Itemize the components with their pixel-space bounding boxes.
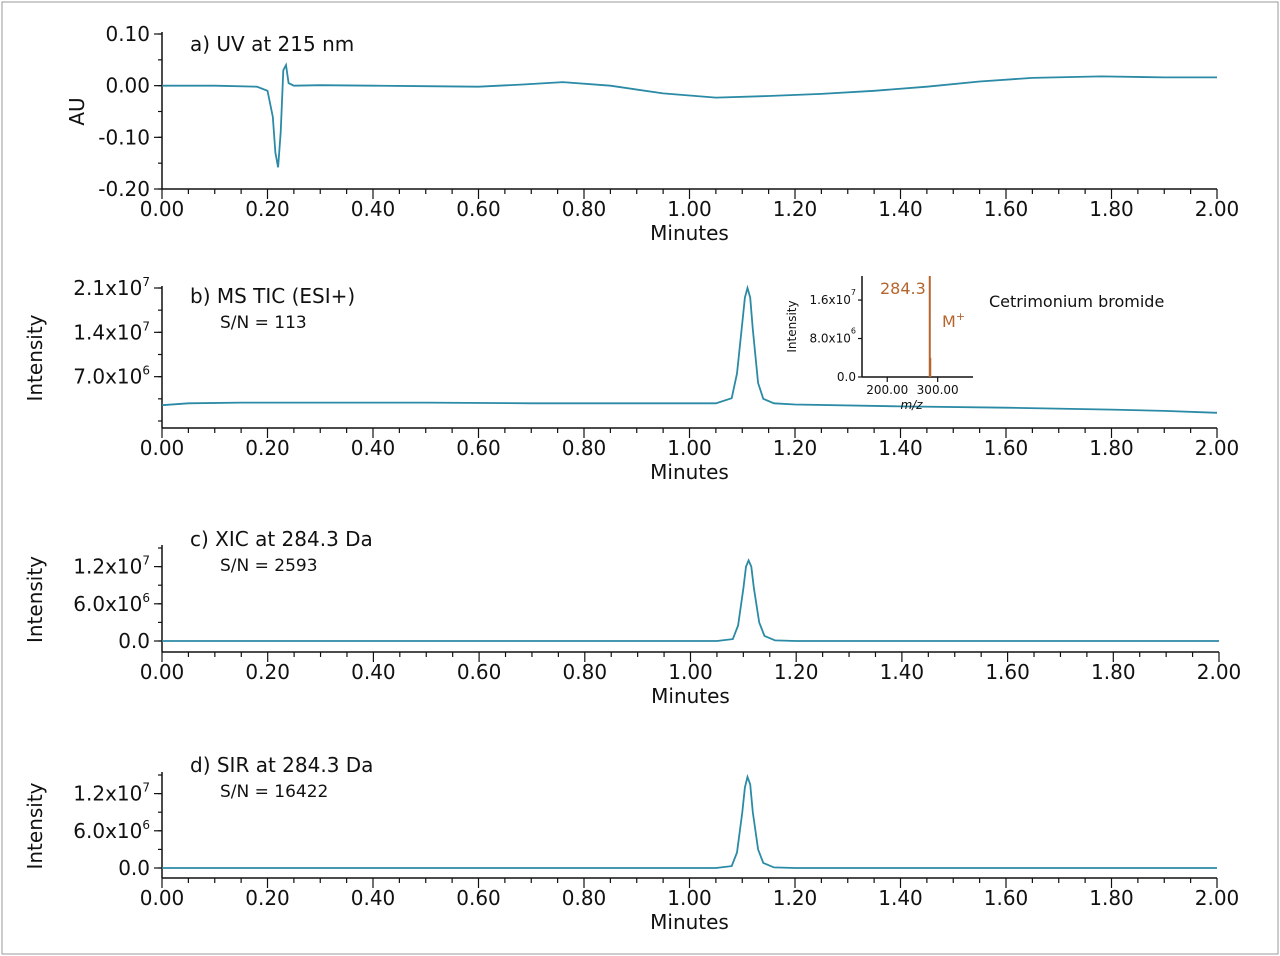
x-tick-label: 0.80 — [562, 886, 607, 910]
x-tick-label: 0.20 — [245, 886, 290, 910]
x-axis-title: Minutes — [650, 910, 729, 934]
signal-to-noise: S/N = 2593 — [220, 556, 318, 576]
x-tick-label: 1.80 — [1091, 660, 1136, 684]
panel-tic: 0.00 0.20 0.40 0.60 0.80 1.00 1.20 1.40 1.60 1.80… — [23, 275, 1239, 484]
panel-label: a) UV at 215 nm — [190, 32, 354, 56]
x-axis-title: Minutes — [651, 684, 730, 708]
x-tick-label: 1.80 — [1089, 886, 1134, 910]
panel-uv: 0.00 0.20 0.40 0.60 0.80 1.00 1.20 1.40 1.60 1.80… — [65, 22, 1239, 245]
x-tick-label: 1.60 — [985, 660, 1030, 684]
x-tick-label: 0.60 — [456, 886, 501, 910]
y-tick-label: 7.0x106 — [73, 364, 150, 389]
x-tick-label: 1.20 — [773, 436, 818, 460]
x-tick-label: 1.60 — [984, 886, 1029, 910]
x-tick-label: 0.20 — [245, 436, 290, 460]
x-tick-label: 1.40 — [880, 660, 925, 684]
x-tick-label: 1.60 — [984, 197, 1029, 221]
x-tick-label: 2.00 — [1195, 436, 1240, 460]
x-tick-label: 0.00 — [140, 660, 185, 684]
inset-y-tick-label: 1.6x107 — [809, 288, 856, 307]
trace-line — [161, 284, 1218, 414]
peak-mz-label: 284.3 — [880, 279, 926, 298]
x-tick-label: 1.40 — [878, 436, 923, 460]
panel-sir: 0.00 0.20 0.40 0.60 0.80 1.00 1.20 1.40 1.60 1.80… — [23, 753, 1239, 934]
panel-label: c) XIC at 284.3 Da — [190, 527, 373, 551]
compound-name: Cetrimonium bromide — [989, 292, 1164, 311]
x-axis-title: Minutes — [650, 221, 729, 245]
trace-line — [162, 558, 1219, 642]
y-tick-label: 6.0x106 — [73, 818, 150, 843]
trace-line — [162, 62, 1217, 168]
x-tick-label: 0.20 — [245, 660, 290, 684]
y-tick-label: 6.0x106 — [73, 591, 150, 616]
x-tick-label: 0.40 — [351, 197, 396, 221]
x-tick-label: 0.20 — [245, 197, 290, 221]
x-tick-label: 1.20 — [774, 660, 819, 684]
y-tick-label: 2.1x107 — [73, 275, 150, 300]
x-tick-label: 0.00 — [140, 886, 185, 910]
x-tick-label: 1.20 — [773, 886, 818, 910]
x-tick-label: 0.40 — [351, 886, 396, 910]
x-axis-title: Minutes — [650, 460, 729, 484]
x-tick-label: 2.00 — [1197, 660, 1242, 684]
inset-y-tick-label: 0.0 — [837, 370, 856, 384]
y-axis-title: Intensity — [23, 782, 47, 869]
y-tick-label: 1.4x107 — [73, 319, 150, 344]
x-tick-label: 1.80 — [1089, 436, 1134, 460]
y-tick-label: -0.20 — [98, 177, 150, 201]
x-tick-label: 1.80 — [1089, 197, 1134, 221]
x-tick-label: 0.80 — [562, 436, 607, 460]
x-tick-label: 1.00 — [667, 886, 712, 910]
x-tick-label: 1.40 — [878, 886, 923, 910]
x-tick-label: 0.40 — [351, 436, 396, 460]
molecular-ion-label: M+ — [942, 310, 965, 331]
inset-x-tick-label: 300.00 — [917, 383, 959, 397]
y-axis-title: Intensity — [23, 556, 47, 643]
inset-x-tick-label: 200.00 — [866, 383, 908, 397]
y-tick-label: 0.00 — [105, 74, 150, 98]
x-tick-label: 0.60 — [456, 436, 501, 460]
inset-x-axis-title: m/z — [900, 398, 923, 412]
x-tick-label: 1.20 — [773, 197, 818, 221]
inset-y-tick-label: 8.0x106 — [809, 327, 856, 346]
signal-to-noise: S/N = 16422 — [220, 782, 328, 802]
x-tick-label: 2.00 — [1195, 886, 1240, 910]
y-axis-title: AU — [65, 97, 89, 125]
y-tick-label: 1.2x107 — [73, 554, 150, 579]
panel-label: d) SIR at 284.3 Da — [190, 753, 373, 777]
x-tick-label: 0.80 — [562, 197, 607, 221]
y-tick-label: 1.2x107 — [73, 781, 150, 806]
inset-y-axis-title: Intensity — [785, 300, 799, 352]
x-tick-label: 0.00 — [140, 436, 185, 460]
x-tick-label: 1.00 — [667, 436, 712, 460]
x-tick-label: 0.60 — [457, 660, 502, 684]
x-tick-label: 0.00 — [140, 197, 185, 221]
x-tick-label: 1.00 — [668, 660, 713, 684]
trace-line — [162, 773, 1217, 869]
x-tick-label: 0.60 — [456, 197, 501, 221]
x-tick-label: 0.80 — [563, 660, 608, 684]
x-tick-label: 0.40 — [351, 660, 396, 684]
y-tick-label: 0.0 — [118, 629, 150, 653]
y-tick-label: -0.10 — [98, 125, 150, 149]
signal-to-noise: S/N = 113 — [220, 313, 307, 333]
panel-xic: 0.00 0.20 0.40 0.60 0.80 1.00 1.20 1.40 1.60 1.80… — [23, 527, 1241, 708]
y-axis-title: Intensity — [23, 314, 47, 401]
panel-label: b) MS TIC (ESI+) — [190, 284, 355, 308]
y-tick-label: 0.10 — [105, 22, 150, 46]
y-tick-label: 0.0 — [118, 856, 150, 880]
x-tick-label: 1.40 — [878, 197, 923, 221]
x-tick-label: 1.60 — [984, 436, 1029, 460]
x-tick-label: 1.00 — [667, 197, 712, 221]
x-tick-label: 2.00 — [1195, 197, 1240, 221]
mass-spectrum-inset: 200.00 300.00 1.6x107 8.0x106 0.0 Intensity m/… — [785, 276, 1164, 412]
